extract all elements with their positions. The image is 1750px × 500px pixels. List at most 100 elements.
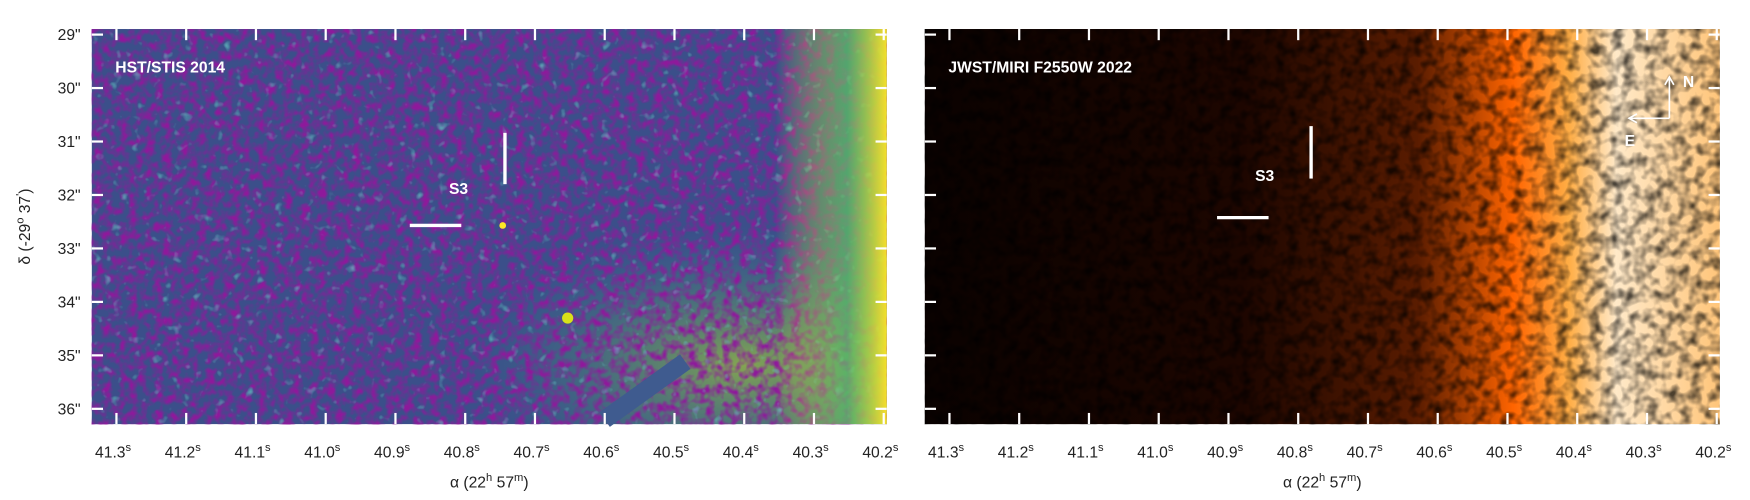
ticks: 41.3s 41.2s 41.1s 41.0s 40.9s 40.8s 40.7s 40.6s… [58, 27, 1732, 461]
compass [1627, 75, 1675, 124]
y-tick-label: 29" [58, 27, 81, 44]
tick-part: s [1517, 442, 1523, 454]
x-tick-label: 40.9s [1207, 442, 1244, 462]
tick-part: 40.4 [723, 445, 754, 462]
tick-part: s [614, 442, 620, 454]
y-tick-label: 36" [58, 401, 81, 418]
x-tick-label: 40.6s [1416, 442, 1453, 462]
tick-part: s [1447, 442, 1453, 454]
label-part: ) [17, 189, 34, 194]
tick-part: s [893, 442, 899, 454]
tick-part: s [959, 442, 965, 454]
source-label: S3 [449, 181, 468, 198]
tick-part: s [265, 442, 271, 454]
source-spot [562, 312, 574, 324]
label-part: 57 [492, 475, 514, 492]
tick-part: s [195, 442, 201, 454]
x-tick-label: 40.2s [862, 442, 899, 462]
artifact [599, 354, 691, 427]
tick-part: s [1586, 442, 1592, 454]
tick-part: 40.3 [1626, 445, 1657, 462]
tick-part: 41.2 [998, 445, 1029, 462]
source-spot [499, 222, 507, 229]
x-tick-label: 40.7s [514, 442, 551, 462]
image-noise [924, 29, 1720, 425]
tick-part: 41.1 [235, 445, 266, 462]
label-part: α (22 [450, 475, 486, 492]
x-tick-label: 41.3s [928, 442, 965, 462]
label-part: δ (-29 [17, 224, 34, 265]
x-tick-label: 40.8s [444, 442, 481, 462]
compass-north: N [1683, 74, 1694, 91]
tick-part: 40.8 [1277, 445, 1308, 462]
label-part: ' [14, 194, 26, 196]
panel-right: S3 JWST/MIRI F2550W 2022 N E [924, 29, 1720, 425]
tick-part: 40.9 [1207, 445, 1238, 462]
label-part: h [1319, 472, 1325, 484]
panel-label: JWST/MIRI F2550W 2022 [948, 60, 1132, 77]
compass-east: E [1625, 133, 1635, 150]
y-tick-label: 35" [58, 348, 81, 365]
panel-left: S3 HST/STIS 2014 [91, 29, 887, 427]
tick-part: s [823, 442, 829, 454]
tick-part: 40.4 [1556, 445, 1587, 462]
tick-part: s [335, 442, 341, 454]
x-tick-label: 40.2s [1695, 442, 1732, 462]
label-part: 57 [1325, 475, 1347, 492]
x-tick-label: 40.3s [793, 442, 830, 462]
tick-part: 40.8 [444, 445, 475, 462]
tick-part: s [1307, 442, 1313, 454]
tick-part: 40.2 [1695, 445, 1726, 462]
image-edge [91, 29, 887, 425]
y-tick-label: 33" [58, 241, 81, 258]
x-axis-label: α (22h 57m) [1283, 472, 1362, 492]
tick-part: s [126, 442, 132, 454]
tick-part: s [1098, 442, 1104, 454]
tick-part: s [1168, 442, 1174, 454]
x-tick-label: 40.3s [1626, 442, 1663, 462]
tick-part: s [1238, 442, 1244, 454]
label-part: h [486, 472, 492, 484]
x-tick-label: 41.3s [95, 442, 132, 462]
y-tick-label: 31" [58, 134, 81, 151]
tick-part: 40.7 [514, 445, 545, 462]
y-tick-label: 30" [58, 81, 81, 98]
tick-part: 40.2 [862, 445, 893, 462]
tick-part: 41.2 [165, 445, 196, 462]
x-tick-label: 40.7s [1347, 442, 1384, 462]
x-axis-label: α (22h 57m) [450, 472, 529, 492]
panel-label: HST/STIS 2014 [115, 60, 225, 77]
y-tick-label: 34" [58, 294, 81, 311]
tick-part: 41.0 [304, 445, 335, 462]
tick-part: 41.3 [928, 445, 959, 462]
x-tick-label: 41.2s [998, 442, 1035, 462]
tick-part: 40.5 [653, 445, 684, 462]
tick-part: s [753, 442, 759, 454]
x-tick-label: 41.1s [235, 442, 272, 462]
x-tick-label: 41.0s [304, 442, 341, 462]
tick-part: 40.9 [374, 445, 405, 462]
tick-part: s [544, 442, 550, 454]
label-part: m [1347, 472, 1356, 484]
tick-part: 40.6 [1416, 445, 1447, 462]
label-part: o [14, 218, 26, 224]
tick-part: 40.5 [1486, 445, 1517, 462]
x-tick-label: 40.4s [1556, 442, 1593, 462]
x-tick-label: 41.0s [1137, 442, 1174, 462]
label-part: ) [523, 475, 528, 492]
label-part: α (22 [1283, 475, 1319, 492]
label-part: m [514, 472, 523, 484]
tick-part: 41.3 [95, 445, 126, 462]
compass-east-arrow [1627, 113, 1670, 124]
tick-part: 41.0 [1137, 445, 1168, 462]
x-tick-label: 41.1s [1068, 442, 1105, 462]
tick-part: s [1726, 442, 1732, 454]
x-tick-label: 40.6s [583, 442, 620, 462]
tick-part: s [405, 442, 411, 454]
tick-part: s [1656, 442, 1662, 454]
x-tick-label: 40.5s [1486, 442, 1523, 462]
tick-part: s [684, 442, 690, 454]
label-part: 37 [17, 196, 34, 218]
compass-north-arrow [1664, 75, 1675, 119]
